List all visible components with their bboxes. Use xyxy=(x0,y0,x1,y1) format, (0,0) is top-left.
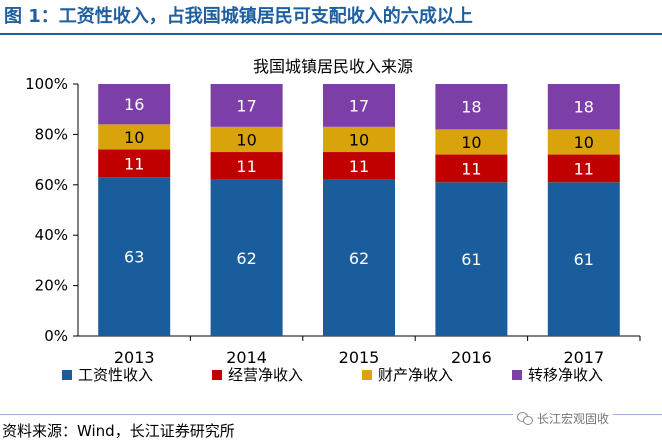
bar-segment xyxy=(210,84,283,127)
data-label: 16 xyxy=(124,95,144,114)
data-label: 18 xyxy=(574,98,594,117)
data-label: 10 xyxy=(124,128,144,147)
legend-swatch xyxy=(212,370,222,380)
x-tick-label: 2016 xyxy=(451,348,492,367)
wechat-icon xyxy=(517,411,533,425)
data-label: 61 xyxy=(461,250,481,269)
bar-segment xyxy=(547,154,620,183)
data-label: 63 xyxy=(124,248,144,267)
watermark-text: 长江宏观固收 xyxy=(537,411,610,426)
data-label: 11 xyxy=(461,159,481,178)
data-label: 62 xyxy=(236,249,256,268)
data-label: 10 xyxy=(574,133,594,152)
data-label: 11 xyxy=(124,154,144,173)
figure-title: 图 1：工资性收入，占我国城镇居民可支配收入的六成以上 xyxy=(4,6,473,27)
legend-label: 工资性收入 xyxy=(78,366,153,384)
bar-segment xyxy=(210,179,283,336)
bar-segment xyxy=(323,84,395,127)
chart-title: 我国城镇居民收入来源 xyxy=(253,57,413,76)
bar-segment xyxy=(98,177,171,336)
bar-segment xyxy=(98,149,171,178)
data-label: 11 xyxy=(349,157,369,176)
data-label: 61 xyxy=(574,250,594,269)
bar-segment xyxy=(210,126,283,153)
data-label: 18 xyxy=(461,98,481,117)
data-label: 62 xyxy=(349,249,369,268)
y-tick-label: 40% xyxy=(35,226,68,244)
data-label: 17 xyxy=(349,96,369,115)
legend-label: 财产净收入 xyxy=(378,366,453,384)
legend-label: 转移净收入 xyxy=(528,366,603,384)
bar-segment xyxy=(435,129,508,155)
legend-label: 经营净收入 xyxy=(228,366,303,384)
legend-swatch xyxy=(62,370,72,380)
bar-segment xyxy=(323,152,395,180)
bar-segment xyxy=(98,84,171,125)
bar-segment xyxy=(435,154,508,183)
source-note: 资料来源：Wind，长江证券研究所 xyxy=(2,422,235,440)
bar-segment xyxy=(98,124,171,150)
y-tick-label: 80% xyxy=(35,125,68,143)
bar-segment xyxy=(435,182,508,336)
data-label: 10 xyxy=(236,130,256,149)
x-tick-label: 2014 xyxy=(226,348,267,367)
data-label: 11 xyxy=(574,159,594,178)
legend-swatch xyxy=(512,370,522,380)
data-label: 10 xyxy=(349,130,369,149)
bar-segment xyxy=(210,152,283,180)
bar-segment xyxy=(323,126,395,153)
bar-segment xyxy=(547,84,620,130)
x-tick-label: 2015 xyxy=(339,348,380,367)
watermark: 长江宏观固收 xyxy=(513,407,614,429)
data-label: 17 xyxy=(236,96,256,115)
y-tick-label: 20% xyxy=(35,277,68,295)
bottom-divider xyxy=(0,414,662,415)
bar-segment xyxy=(547,182,620,336)
title-divider xyxy=(0,33,662,35)
bar-segment xyxy=(547,129,620,155)
legend-swatch xyxy=(362,370,372,380)
x-tick-label: 2013 xyxy=(114,348,155,367)
x-tick-label: 2017 xyxy=(563,348,604,367)
y-tick-label: 60% xyxy=(35,176,68,194)
data-label: 11 xyxy=(236,157,256,176)
data-label: 10 xyxy=(461,133,481,152)
y-tick-label: 0% xyxy=(44,327,68,345)
y-tick-label: 100% xyxy=(25,75,68,93)
stacked-bar-chart: 我国城镇居民收入来源 0% 20% 40% 60% 80% 100% 63 11 10 16 2013… xyxy=(25,57,641,384)
bar-segment xyxy=(323,179,395,336)
bar-segment xyxy=(435,84,508,130)
